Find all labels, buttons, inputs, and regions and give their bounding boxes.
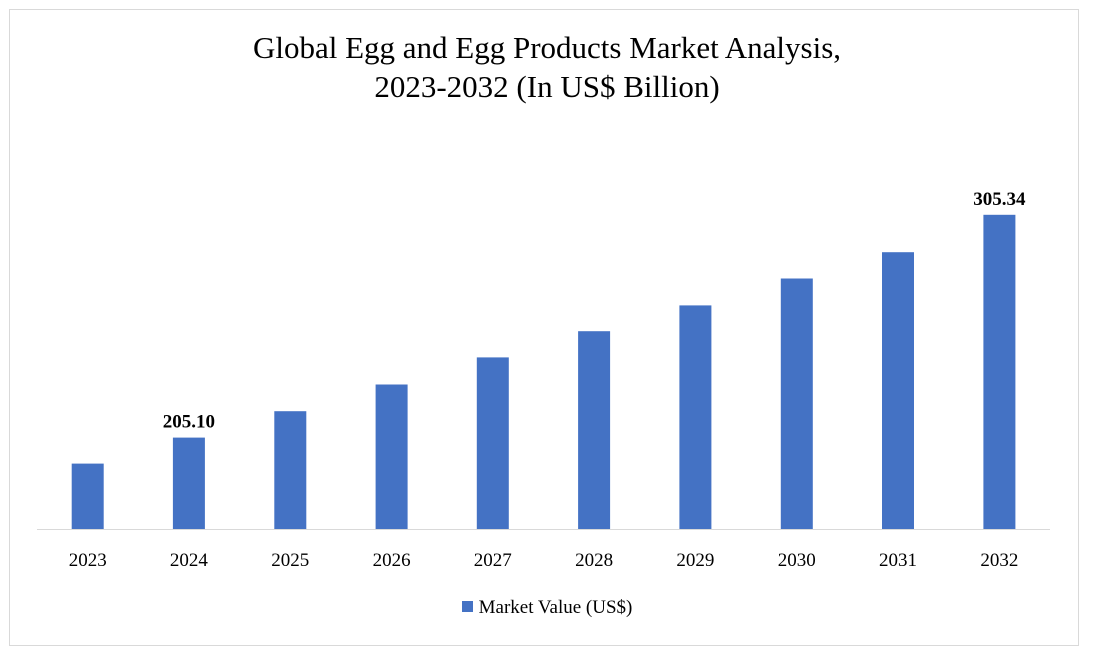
- bar-2028: [578, 331, 611, 529]
- bar-2024: [172, 437, 205, 529]
- x-tick-label-2032: 2032: [980, 550, 1018, 571]
- chart-title: Global Egg and Egg Products Market Analy…: [0, 28, 1094, 106]
- x-tick-label-2027: 2027: [474, 550, 512, 571]
- x-tick-labels: 2023 2024 2025 2026 2027 2028 2029 2030 2031 2032: [69, 550, 1019, 571]
- x-tick-label-2026: 2026: [373, 550, 411, 571]
- x-tick-label-2023: 2023: [69, 550, 107, 571]
- data-label-2024: 205.10: [163, 412, 215, 433]
- x-tick-label-2028: 2028: [575, 550, 613, 571]
- chart-title-line2: 2023-2032 (In US$ Billion): [374, 69, 720, 104]
- legend: Market Value (US$): [0, 597, 1094, 619]
- bar-2023: [71, 463, 104, 529]
- bar-2027: [476, 357, 509, 529]
- bar-2030: [780, 278, 813, 529]
- x-tick-label-2024: 2024: [170, 550, 209, 571]
- bar-2026: [375, 384, 408, 529]
- x-tick-label-2029: 2029: [676, 550, 714, 571]
- data-labels: 205.10 305.34: [163, 189, 1026, 433]
- bar-2025: [274, 411, 307, 529]
- legend-swatch: [461, 601, 473, 612]
- bar-2029: [679, 305, 712, 529]
- legend-label: Market Value (US$): [478, 597, 633, 618]
- bar-2031: [882, 252, 914, 529]
- bars-group: [71, 214, 1016, 530]
- x-tick-label-2030: 2030: [778, 550, 816, 571]
- chart-title-line1: Global Egg and Egg Products Market Analy…: [252, 30, 842, 65]
- data-label-2032: 305.34: [973, 189, 1026, 210]
- bar-2032: [983, 214, 1016, 530]
- x-tick-label-2025: 2025: [271, 550, 309, 571]
- x-tick-label-2031: 2031: [879, 550, 917, 571]
